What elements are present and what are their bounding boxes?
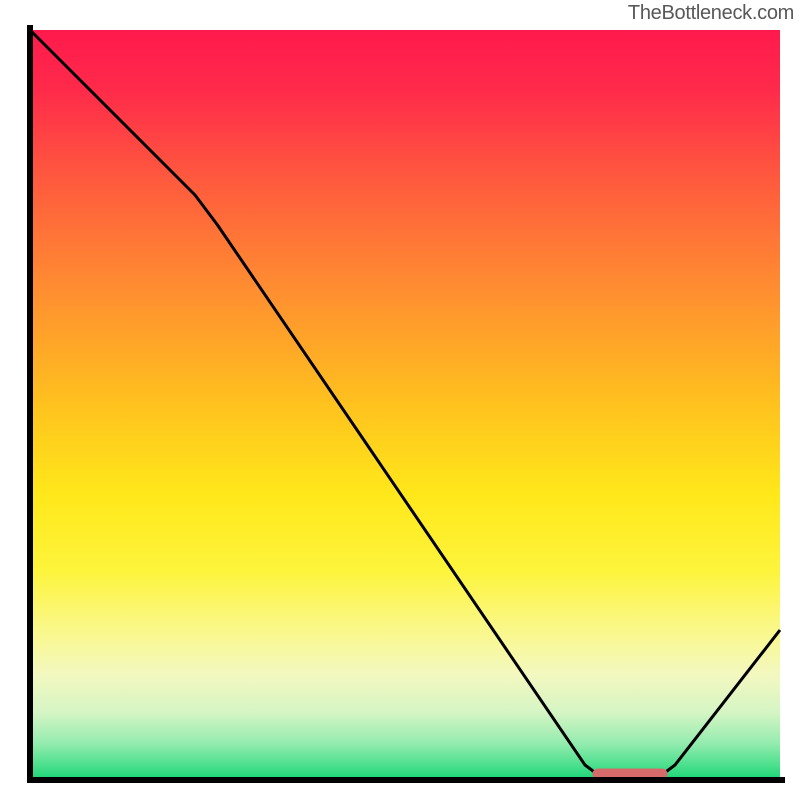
watermark-text: TheBottleneck.com [628,2,794,25]
bottleneck-chart: TheBottleneck.com [0,0,800,800]
chart-svg [0,0,800,800]
